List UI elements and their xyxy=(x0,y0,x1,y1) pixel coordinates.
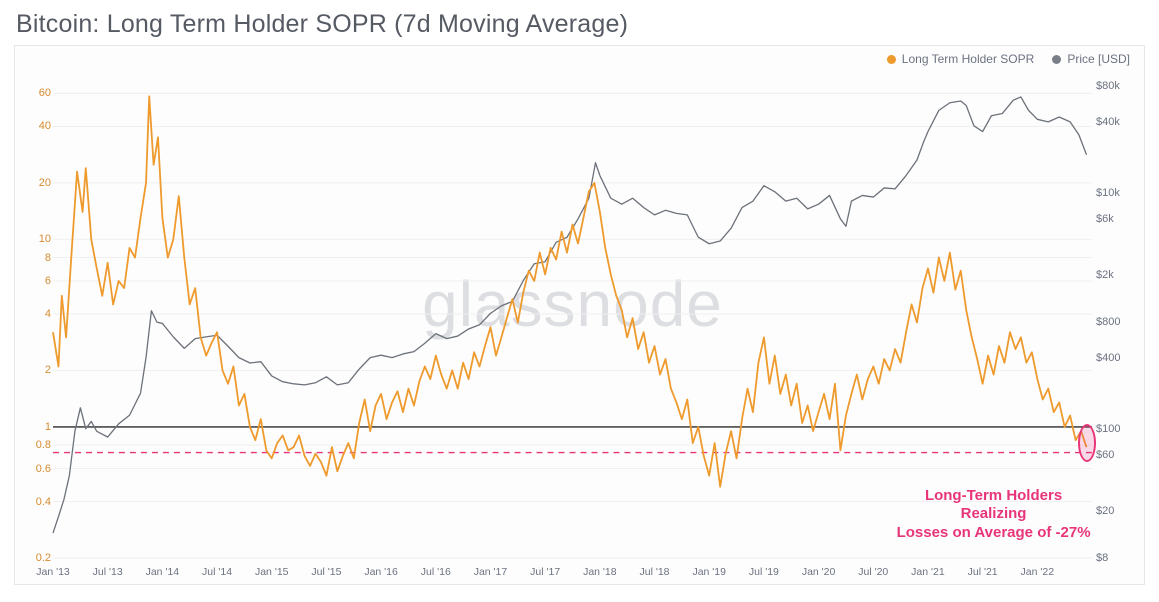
y-left-tick: 60 xyxy=(17,87,51,99)
y-right-tick: $800 xyxy=(1096,316,1142,328)
x-tick: Jul '15 xyxy=(311,566,341,578)
y-left-tick: 20 xyxy=(17,177,51,189)
highlight-marker xyxy=(1078,424,1096,462)
plot-area: glassnode 0.20.40.60.81246810204060$8$20… xyxy=(53,70,1092,558)
legend-label-sopr: Long Term Holder SOPR xyxy=(902,52,1035,66)
x-tick: Jan '14 xyxy=(146,566,180,578)
y-left-tick: 0.8 xyxy=(17,439,51,451)
x-tick: Jan '22 xyxy=(1021,566,1055,578)
y-right-tick: $100 xyxy=(1096,423,1142,435)
legend-dot-price xyxy=(1052,55,1061,64)
x-tick: Jul '20 xyxy=(858,566,888,578)
y-left-tick: 6 xyxy=(17,275,51,287)
legend-label-price: Price [USD] xyxy=(1067,52,1130,66)
annotation-line2: Losses on Average of -27% xyxy=(895,524,1092,543)
chart-container: Long Term Holder SOPR Price [USD] glassn… xyxy=(14,45,1145,585)
y-right-tick: $40k xyxy=(1096,116,1142,128)
x-tick: Jul '18 xyxy=(640,566,670,578)
y-right-tick: $400 xyxy=(1096,352,1142,364)
y-left-tick: 10 xyxy=(17,233,51,245)
y-right-tick: $2k xyxy=(1096,269,1142,281)
y-left-tick: 0.2 xyxy=(17,552,51,564)
x-tick: Jan '15 xyxy=(255,566,289,578)
x-tick: Jan '13 xyxy=(36,566,70,578)
x-tick: Jul '13 xyxy=(93,566,123,578)
x-tick: Jan '20 xyxy=(802,566,836,578)
x-tick: Jul '19 xyxy=(749,566,779,578)
x-tick: Jul '16 xyxy=(421,566,451,578)
y-left-tick: 2 xyxy=(17,364,51,376)
annotation-line1: Long-Term Holders Realizing xyxy=(895,487,1092,525)
x-tick: Jan '17 xyxy=(474,566,508,578)
y-left-tick: 1 xyxy=(17,421,51,433)
y-right-tick: $10k xyxy=(1096,187,1142,199)
y-left-tick: 0.6 xyxy=(17,463,51,475)
annotation-text: Long-Term Holders Realizing Losses on Av… xyxy=(895,487,1092,543)
y-left-tick: 40 xyxy=(17,120,51,132)
x-tick: Jan '21 xyxy=(911,566,945,578)
x-tick: Jul '21 xyxy=(968,566,998,578)
x-tick: Jul '17 xyxy=(530,566,560,578)
y-right-tick: $20 xyxy=(1096,505,1142,517)
legend-item-price: Price [USD] xyxy=(1052,52,1130,66)
x-tick: Jan '18 xyxy=(583,566,617,578)
chart-svg xyxy=(53,70,1092,558)
y-left-tick: 8 xyxy=(17,252,51,264)
x-tick: Jan '16 xyxy=(364,566,398,578)
legend-item-sopr: Long Term Holder SOPR xyxy=(887,52,1035,66)
y-right-tick: $60 xyxy=(1096,449,1142,461)
x-tick: Jul '14 xyxy=(202,566,232,578)
y-right-tick: $8 xyxy=(1096,552,1142,564)
y-left-tick: 0.4 xyxy=(17,496,51,508)
y-right-tick: $80k xyxy=(1096,80,1142,92)
legend: Long Term Holder SOPR Price [USD] xyxy=(887,52,1130,66)
x-tick: Jan '19 xyxy=(692,566,726,578)
legend-dot-sopr xyxy=(887,55,896,64)
chart-title: Bitcoin: Long Term Holder SOPR (7d Movin… xyxy=(16,10,1145,39)
y-left-tick: 4 xyxy=(17,308,51,320)
y-right-tick: $6k xyxy=(1096,213,1142,225)
